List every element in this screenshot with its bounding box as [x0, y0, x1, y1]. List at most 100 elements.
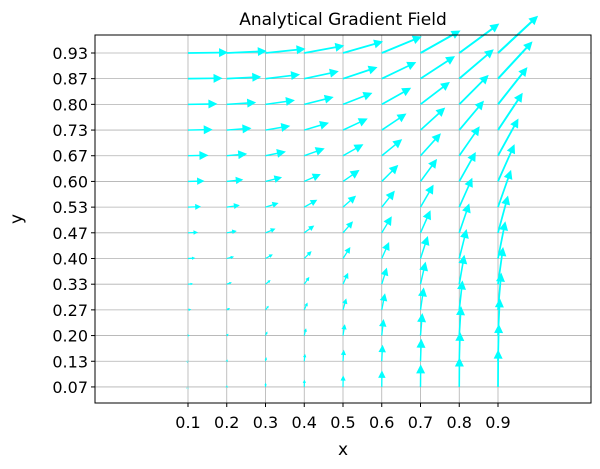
gradient-arrow [265, 97, 295, 106]
gradient-arrow [497, 41, 533, 80]
gradient-arrow [458, 74, 489, 106]
gradient-arrow [225, 333, 229, 337]
gradient-arrow [458, 203, 471, 234]
y-tick-label: 0.73 [52, 121, 88, 140]
gradient-arrow [458, 254, 468, 285]
y-tick-label: 0.93 [52, 44, 88, 63]
y-tick-label: 0.60 [52, 172, 88, 191]
gradient-arrow [456, 306, 466, 336]
gradient-arrow [304, 120, 329, 131]
gradient-arrow [419, 107, 446, 131]
gradient-arrow [419, 184, 434, 208]
gradient-arrow [458, 100, 484, 131]
gradient-arrow [342, 91, 373, 106]
gradient-arrow [187, 150, 209, 160]
gradient-arrow [497, 144, 516, 182]
x-tick-label: 0.3 [253, 413, 278, 432]
x-tick-label: 0.7 [408, 413, 433, 432]
gradient-arrow [381, 164, 399, 182]
gradient-arrow [225, 385, 228, 388]
y-tick-label: 0.53 [52, 198, 88, 217]
y-tick-label: 0.20 [52, 327, 88, 346]
gradient-arrow [454, 357, 464, 387]
y-tick-label: 0.33 [52, 275, 88, 294]
gradient-arrow [304, 42, 345, 54]
gradient-arrow [494, 298, 504, 336]
gradient-arrow [226, 282, 232, 285]
gradient-arrow [340, 349, 347, 362]
gradient-arrow [455, 331, 465, 362]
gradient-arrow [265, 122, 291, 132]
gradient-arrow [458, 229, 469, 259]
gradient-arrow [419, 235, 430, 259]
gradient-arrow [419, 81, 450, 106]
gradient-arrow [187, 48, 229, 58]
gradient-arrow [265, 280, 271, 285]
gradient-arrow [497, 246, 507, 285]
gradient-arrow [342, 65, 378, 80]
gradient-arrow [265, 331, 268, 336]
gradient-arrow [381, 190, 395, 208]
gradient-arrow [342, 169, 360, 183]
gradient-arrow [226, 229, 237, 235]
gradient-arrow [187, 230, 199, 235]
gradient-arrow [226, 176, 244, 185]
gradient-arrow [187, 282, 194, 286]
y-axis-label: y [7, 214, 27, 224]
gradient-arrow [265, 254, 273, 260]
gradient-arrow [342, 221, 354, 234]
x-tick-label: 0.1 [175, 413, 200, 432]
gradient-arrow [265, 201, 279, 208]
gradient-arrow [378, 344, 386, 362]
gradient-arrow [381, 216, 392, 234]
gradient-arrow [458, 126, 480, 157]
gradient-arrow [265, 71, 301, 81]
gradient-arrow [497, 118, 519, 157]
gradient-arrow [264, 382, 267, 387]
gradient-arrow [416, 338, 426, 362]
gradient-arrow [303, 328, 307, 336]
gradient-arrow [497, 221, 509, 259]
gradient-arrow [303, 353, 307, 362]
gradient-arrow [265, 305, 269, 311]
y-tick-label: 0.13 [52, 352, 88, 371]
chart-title: Analytical Gradient Field [239, 10, 447, 30]
gradient-arrow [458, 23, 500, 54]
y-tick-label: 0.27 [52, 301, 88, 320]
gradient-arrow [187, 256, 196, 260]
gradient-arrow [304, 147, 325, 157]
x-tick-label: 0.4 [292, 413, 317, 432]
gradient-arrow [381, 139, 403, 157]
gradient-arrow [187, 125, 213, 135]
gradient-arrow [342, 272, 349, 285]
gradient-arrow [419, 261, 429, 285]
gradient-arrow [265, 228, 276, 234]
gradient-arrow [342, 144, 364, 157]
gradient-arrow [420, 30, 461, 54]
x-tick-label: 0.8 [447, 413, 472, 432]
gradient-arrow [458, 177, 473, 208]
gradient-arrow [381, 113, 407, 131]
gradient-arrow [417, 313, 427, 336]
y-tick-label: 0.67 [52, 147, 88, 166]
gradient-arrow [303, 225, 315, 234]
gradient-arrow [226, 308, 231, 311]
arrow-field [186, 15, 539, 390]
x-tick-label: 0.6 [369, 413, 394, 432]
x-tick-label: 0.2 [214, 413, 239, 432]
gradient-arrow [303, 199, 318, 208]
gradient-arrow [187, 177, 205, 185]
gradient-arrow [420, 56, 456, 80]
gradient-arrow [342, 118, 368, 131]
gradient-arrow [187, 73, 223, 83]
gradient-arrow [341, 324, 347, 336]
x-axis-ticks: 0.1 0.2 0.3 0.4 0.5 0.6 0.7 0.8 0.9 [175, 403, 511, 432]
gradient-arrow [342, 195, 357, 208]
gradient-arrow [226, 203, 240, 210]
gradient-arrow [458, 151, 476, 182]
gradient-arrow [304, 68, 339, 80]
gradient-arrow [303, 173, 321, 183]
gradient-arrow [226, 124, 252, 134]
y-tick-label: 0.80 [52, 95, 88, 114]
